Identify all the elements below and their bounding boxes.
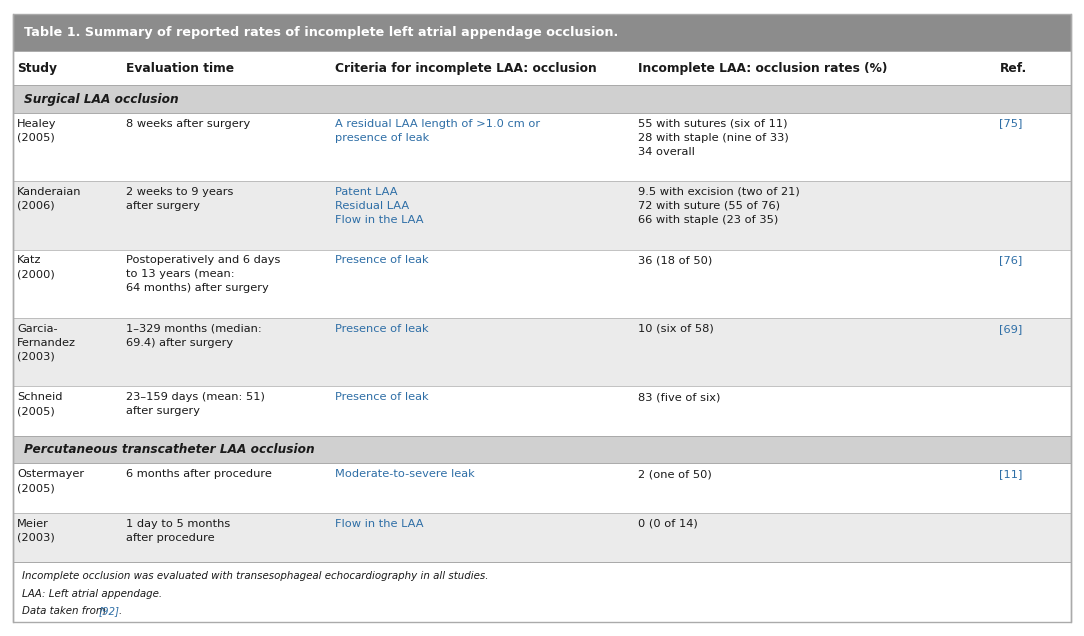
Text: 55 with sutures (six of 11)
28 with staple (nine of 33)
34 overall: 55 with sutures (six of 11) 28 with stap… xyxy=(638,118,789,156)
Text: [76]: [76] xyxy=(999,256,1022,265)
Text: Schneid
(2005): Schneid (2005) xyxy=(17,392,63,416)
Text: 2 (one of 50): 2 (one of 50) xyxy=(638,469,712,479)
Bar xyxy=(13,387,1071,436)
Text: [11]: [11] xyxy=(999,469,1023,479)
Text: Incomplete LAA: occlusion rates (%): Incomplete LAA: occlusion rates (%) xyxy=(638,62,888,74)
Bar xyxy=(13,436,1071,464)
Text: 23–159 days (mean: 51)
after surgery: 23–159 days (mean: 51) after surgery xyxy=(126,392,264,416)
Bar xyxy=(13,181,1071,249)
Text: Percutaneous transcatheter LAA occlusion: Percutaneous transcatheter LAA occlusion xyxy=(24,443,314,456)
Text: 1 day to 5 months
after procedure: 1 day to 5 months after procedure xyxy=(126,518,230,543)
Text: 36 (18 of 50): 36 (18 of 50) xyxy=(638,256,712,265)
Bar xyxy=(13,562,1071,622)
Text: [69]: [69] xyxy=(999,324,1022,334)
Bar xyxy=(13,318,1071,387)
Text: Data taken from: Data taken from xyxy=(22,606,108,616)
Text: 83 (five of six): 83 (five of six) xyxy=(638,392,721,402)
Text: Postoperatively and 6 days
to 13 years (mean:
64 months) after surgery: Postoperatively and 6 days to 13 years (… xyxy=(126,256,280,293)
Text: Presence of leak: Presence of leak xyxy=(335,392,428,402)
Text: Study: Study xyxy=(17,62,57,74)
Text: 2 weeks to 9 years
after surgery: 2 weeks to 9 years after surgery xyxy=(126,187,233,211)
Bar xyxy=(13,14,1071,51)
Text: Ref.: Ref. xyxy=(999,62,1027,74)
Text: .: . xyxy=(118,606,121,616)
Text: 6 months after procedure: 6 months after procedure xyxy=(126,469,272,479)
Text: Flow in the LAA: Flow in the LAA xyxy=(335,518,424,529)
Text: Kanderaian
(2006): Kanderaian (2006) xyxy=(17,187,82,211)
Text: Presence of leak: Presence of leak xyxy=(335,256,428,265)
Text: 8 weeks after surgery: 8 weeks after surgery xyxy=(126,118,250,128)
Text: LAA: Left atrial appendage.: LAA: Left atrial appendage. xyxy=(22,589,162,598)
Text: Meier
(2003): Meier (2003) xyxy=(17,518,55,543)
Text: Patent LAA
Residual LAA
Flow in the LAA: Patent LAA Residual LAA Flow in the LAA xyxy=(335,187,424,225)
Text: 9.5 with excision (two of 21)
72 with suture (55 of 76)
66 with staple (23 of 35: 9.5 with excision (two of 21) 72 with su… xyxy=(638,187,800,225)
Text: Evaluation time: Evaluation time xyxy=(126,62,234,74)
Text: A residual LAA length of >1.0 cm or
presence of leak: A residual LAA length of >1.0 cm or pres… xyxy=(335,118,540,142)
Text: Ostermayer
(2005): Ostermayer (2005) xyxy=(17,469,85,493)
Text: [75]: [75] xyxy=(999,118,1023,128)
Text: Healey
(2005): Healey (2005) xyxy=(17,118,56,142)
Bar xyxy=(13,85,1071,113)
Text: Criteria for incomplete LAA: occlusion: Criteria for incomplete LAA: occlusion xyxy=(335,62,596,74)
Text: Garcia-
Fernandez
(2003): Garcia- Fernandez (2003) xyxy=(17,324,76,362)
Text: Surgical LAA occlusion: Surgical LAA occlusion xyxy=(24,93,179,106)
Text: Katz
(2000): Katz (2000) xyxy=(17,256,55,279)
Text: Table 1. Summary of reported rates of incomplete left atrial appendage occlusion: Table 1. Summary of reported rates of in… xyxy=(24,26,618,39)
Bar xyxy=(13,249,1071,318)
Text: Moderate-to-severe leak: Moderate-to-severe leak xyxy=(335,469,475,479)
Bar xyxy=(13,113,1071,181)
Text: 0 (0 of 14): 0 (0 of 14) xyxy=(638,518,698,529)
Bar xyxy=(13,51,1071,85)
Text: [92]: [92] xyxy=(99,606,120,616)
Text: Incomplete occlusion was evaluated with transesophageal echocardiography in all : Incomplete occlusion was evaluated with … xyxy=(22,571,488,581)
Text: 10 (six of 58): 10 (six of 58) xyxy=(638,324,714,334)
Bar xyxy=(13,464,1071,513)
Text: Presence of leak: Presence of leak xyxy=(335,324,428,334)
Bar xyxy=(13,513,1071,562)
Text: 1–329 months (median:
69.4) after surgery: 1–329 months (median: 69.4) after surger… xyxy=(126,324,261,348)
